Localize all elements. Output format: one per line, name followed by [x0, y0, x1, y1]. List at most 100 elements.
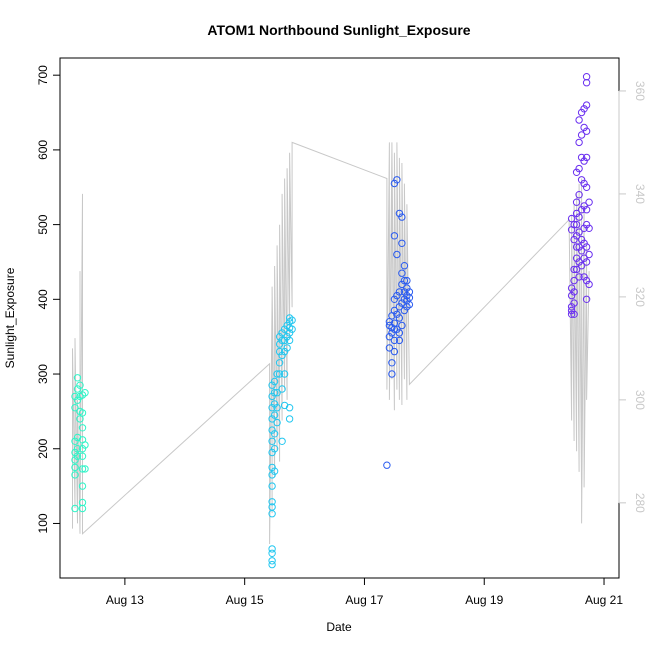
data-point — [577, 131, 586, 139]
data-point — [582, 79, 591, 87]
right-y-tick-label: 340 — [633, 184, 647, 204]
data-point — [575, 116, 583, 124]
data-point — [585, 224, 593, 233]
data-point — [268, 381, 276, 389]
data-point — [268, 392, 276, 401]
data-point — [580, 273, 588, 281]
data-point — [285, 314, 294, 322]
data-point — [285, 415, 294, 423]
y-tick-label: 200 — [36, 438, 50, 458]
data-point — [572, 232, 581, 240]
data-point — [400, 306, 409, 315]
data-point — [81, 441, 89, 449]
data-point — [390, 319, 399, 327]
x-tick-label: Aug 15 — [226, 593, 264, 607]
data-point — [403, 284, 411, 292]
data-point — [400, 288, 409, 296]
data-point — [273, 389, 281, 397]
data-point — [270, 377, 279, 386]
data-point — [71, 471, 79, 479]
data-point — [76, 415, 84, 423]
data-point — [73, 445, 82, 453]
data-point — [270, 430, 279, 438]
right-series-line — [72, 141, 590, 545]
data-point — [280, 325, 289, 333]
data-point — [78, 465, 87, 473]
data-point — [393, 250, 401, 259]
data-point — [278, 329, 286, 337]
data-point — [78, 452, 87, 460]
data-point — [567, 310, 576, 318]
data-point — [390, 347, 399, 356]
data-point — [582, 183, 591, 192]
data-point — [570, 310, 578, 318]
data-point — [73, 396, 82, 404]
data-point — [283, 344, 291, 352]
data-point — [570, 220, 578, 229]
data-point — [280, 370, 289, 378]
data-point — [285, 329, 294, 337]
data-point — [273, 404, 281, 412]
data-point — [275, 340, 284, 348]
data-point — [76, 381, 84, 389]
data-point — [582, 220, 591, 229]
y-axis-label: Sunlight_Exposure — [3, 267, 17, 368]
data-point — [288, 325, 296, 333]
data-point — [73, 385, 82, 393]
data-point — [275, 370, 284, 378]
data-point — [580, 123, 588, 132]
data-point — [577, 235, 586, 244]
data-point — [575, 258, 583, 266]
data-point — [405, 288, 414, 296]
data-point — [393, 325, 401, 333]
data-point — [273, 370, 281, 378]
data-point — [268, 482, 276, 490]
right-y-tick-label: 300 — [633, 390, 647, 410]
data-point — [398, 239, 406, 248]
plot-frame — [59, 57, 620, 579]
data-point — [278, 336, 286, 345]
data-point — [567, 306, 576, 315]
data-point — [582, 258, 591, 266]
data-point — [580, 157, 588, 165]
data-point — [580, 105, 588, 113]
data-point — [285, 336, 294, 345]
data-point — [403, 276, 411, 285]
data-point — [577, 176, 586, 184]
data-point — [385, 344, 394, 352]
data-point — [388, 329, 396, 337]
data-point — [390, 179, 399, 188]
data-point — [567, 291, 576, 300]
data-point — [390, 232, 399, 240]
data-point — [390, 306, 399, 315]
data-point — [390, 336, 399, 345]
data-point — [582, 295, 591, 303]
y-axis: 100 200 300 400 500 600 700 — [36, 65, 61, 533]
y-tick-label: 100 — [36, 513, 50, 533]
data-point — [388, 359, 396, 367]
data-point — [270, 445, 279, 453]
data-point — [575, 164, 583, 173]
data-point — [268, 549, 276, 557]
data-point — [398, 321, 406, 330]
data-point — [398, 213, 406, 221]
y-tick-label: 300 — [36, 364, 50, 384]
data-point — [575, 228, 583, 236]
data-point — [268, 415, 276, 423]
data-points — [71, 73, 593, 569]
data-point — [71, 448, 79, 457]
data-point — [270, 389, 279, 397]
data-point — [268, 498, 276, 506]
data-point — [580, 202, 588, 210]
data-point — [580, 179, 588, 188]
data-point — [268, 557, 276, 565]
data-point — [270, 467, 279, 475]
data-point — [285, 404, 294, 412]
data-point — [400, 276, 409, 285]
data-point — [398, 269, 406, 277]
right-y-axis: 280 300 320 340 360 — [618, 81, 647, 513]
data-point — [393, 310, 401, 318]
data-point — [278, 437, 286, 445]
data-point — [567, 214, 576, 223]
